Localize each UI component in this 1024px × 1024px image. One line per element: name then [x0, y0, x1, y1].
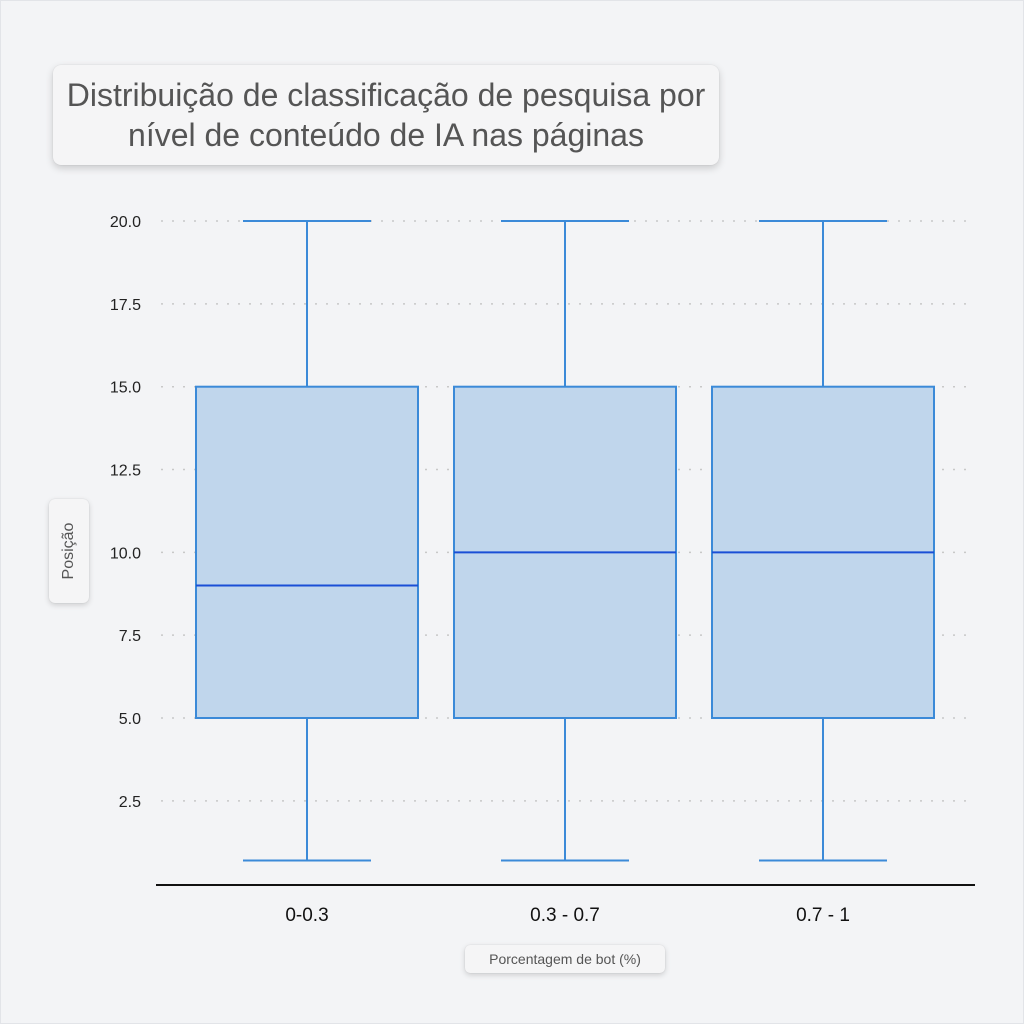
- boxes: [195, 220, 935, 862]
- box-group: [195, 220, 419, 862]
- x-tick-label: 0-0.3: [285, 905, 328, 926]
- y-tick-label: 20.0: [110, 214, 141, 231]
- x-tick-labels: 0-0.3 0.3 - 0.7 0.7 - 1: [285, 905, 850, 926]
- x-axis-label: Porcentagem de bot (%): [489, 951, 641, 967]
- y-tick-label: 5.0: [119, 711, 141, 728]
- x-axis-label-card: Porcentagem de bot (%): [465, 945, 665, 973]
- y-tick-label: 15.0: [110, 380, 141, 397]
- y-axis-label: Posição: [60, 522, 77, 580]
- y-tick-label: 2.5: [119, 794, 141, 811]
- chart-title-card: Distribuição de classificação de pesquis…: [53, 65, 719, 165]
- y-tick-labels: 2.5 5.0 7.5 10.0 12.5 15.0 17.5 20.0: [110, 214, 141, 811]
- x-tick-label: 0.7 - 1: [796, 905, 850, 926]
- y-tick-label: 7.5: [119, 628, 141, 645]
- box-group: [711, 220, 935, 862]
- chart-title: Distribuição de classificação de pesquis…: [66, 77, 706, 153]
- y-tick-label: 10.0: [110, 545, 141, 562]
- x-tick-label: 0.3 - 0.7: [530, 905, 600, 926]
- y-tick-label: 17.5: [110, 297, 141, 314]
- box-iqr: [195, 385, 419, 719]
- box-group: [453, 220, 677, 862]
- y-tick-label: 12.5: [110, 463, 141, 480]
- y-axis-label-card: Posição: [49, 499, 89, 603]
